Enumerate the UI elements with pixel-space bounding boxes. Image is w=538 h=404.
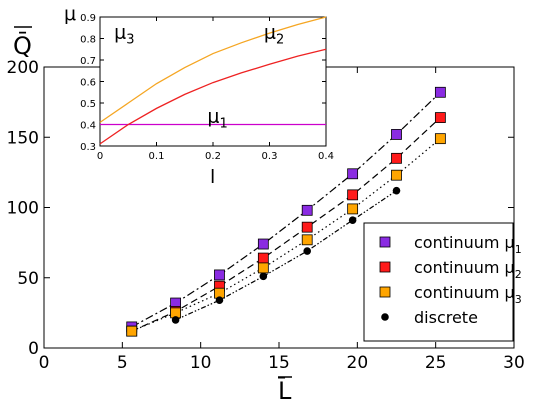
series-4 (171, 186, 401, 324)
inset-curve-label: μ2 (264, 22, 284, 48)
inset-axis-ticks: 0 0.1 0.2 0.3 0.4 0.3 0.4 0.5 0.6 0.7 0.8 0.9 (80, 13, 334, 162)
series-3 (126, 133, 446, 337)
legend-entry: continuum μ1 (379, 233, 522, 256)
data-point (257, 238, 269, 250)
data-point (301, 234, 313, 246)
x-tick-label: 15 (268, 353, 290, 373)
inset-curve-label-subscript: 2 (276, 33, 284, 48)
x-tick-label: 0 (39, 353, 50, 373)
legend-entry: continuum μ2 (379, 258, 522, 281)
y-tick-label: 100 (7, 199, 39, 219)
inset-curves (99, 16, 327, 145)
data-point (434, 133, 446, 145)
legend-label-main: continuum μ (414, 233, 515, 252)
inset-y-tick-label: 0.9 (80, 13, 96, 24)
x-tick-label: 30 (503, 353, 525, 373)
legend-entry: discrete (381, 308, 478, 327)
legend-label-subscript: 3 (515, 293, 522, 306)
inset-curve-label-subscript: 3 (126, 33, 134, 48)
legend-marker (379, 286, 391, 298)
legend-marker (379, 261, 391, 273)
main-plot-series (126, 86, 446, 337)
y-tick-label: 200 (7, 58, 39, 78)
legend-marker (381, 313, 389, 321)
data-point (257, 262, 269, 274)
series-line (175, 190, 397, 321)
data-point (391, 152, 402, 164)
data-point (434, 86, 446, 98)
y-axis-label: Q̄ (13, 26, 32, 60)
x-tick-label: 20 (347, 353, 369, 373)
x-tick-label: 10 (190, 353, 212, 373)
inset-curve-label-main: μ (264, 22, 276, 44)
legend-label-subscript: 2 (515, 268, 522, 281)
inset-x-tick-label: 0.3 (262, 151, 278, 162)
inset-chart: 0 0.1 0.2 0.3 0.40.30.40.50.60.70.80.9 μ3 μ2μ… (64, 3, 334, 188)
legend-label-subscript: 1 (515, 243, 522, 256)
data-point (171, 316, 180, 324)
series-line (131, 138, 441, 332)
inset-x-tick-label: 0 (97, 151, 103, 162)
inset-curve-3 (99, 16, 327, 123)
inset-y-tick-label: 0.6 (80, 78, 96, 89)
legend-label: continuum μ2 (414, 258, 522, 281)
legend-label-main: continuum μ (414, 283, 515, 302)
inset-y-tick-label: 0.8 (80, 35, 96, 46)
inset-x-tick-label: 0.1 (149, 151, 165, 162)
inset-curve-label: μ1 (207, 105, 227, 131)
x-axis-label-text: L̄ (277, 376, 292, 404)
inset-y-tick-label: 0.4 (80, 121, 96, 132)
series-line (131, 117, 441, 332)
inset-x-axis-label: l (210, 166, 215, 188)
data-point (301, 204, 313, 216)
inset-curve-label: μ3 (114, 22, 134, 48)
x-axis-label: L̄ (277, 376, 292, 404)
legend-label-main: continuum μ (414, 258, 515, 277)
data-point (392, 186, 401, 195)
legend-entry: continuum μ3 (379, 283, 522, 306)
data-point (347, 168, 359, 180)
y-tick-label: 150 (7, 128, 39, 148)
legend-label: continuum μ1 (414, 233, 522, 256)
data-point (215, 296, 224, 305)
inset-y-axis-label: μ (64, 3, 76, 25)
data-point (303, 247, 312, 255)
y-tick-label: 0 (28, 339, 39, 359)
data-point (301, 221, 313, 233)
data-point (126, 325, 138, 337)
data-point (347, 189, 359, 201)
inset-x-tick-label: 0.4 (318, 151, 334, 162)
inset-y-tick-label: 0.5 (80, 99, 96, 110)
data-point (214, 269, 225, 281)
y-axis-label-text: Q̄ (13, 31, 32, 60)
inset-curve-label-subscript: 1 (219, 116, 227, 131)
legend-marker (379, 236, 391, 248)
inset-y-tick-label: 0.7 (80, 56, 96, 67)
data-point (347, 203, 359, 215)
inset-y-tick-label: 0.3 (80, 142, 96, 153)
legend-label-main: discrete (414, 308, 478, 327)
legend-label: discrete (414, 308, 478, 327)
legend-label: continuum μ3 (414, 283, 522, 306)
y-tick-label: 50 (17, 269, 39, 289)
inset-curve-2 (99, 48, 327, 145)
data-point (259, 272, 268, 281)
data-point (434, 112, 446, 123)
x-tick-label: 25 (425, 353, 447, 373)
x-tick-label: 5 (117, 353, 128, 373)
data-point (391, 169, 402, 181)
data-point (257, 252, 269, 264)
data-point (348, 216, 357, 224)
inset-curve-label-main: μ (114, 22, 126, 44)
inset-x-tick-label: 0.2 (205, 151, 221, 162)
inset-curve-label-main: μ (207, 105, 219, 127)
series-line (131, 91, 441, 328)
data-point (391, 129, 402, 140)
